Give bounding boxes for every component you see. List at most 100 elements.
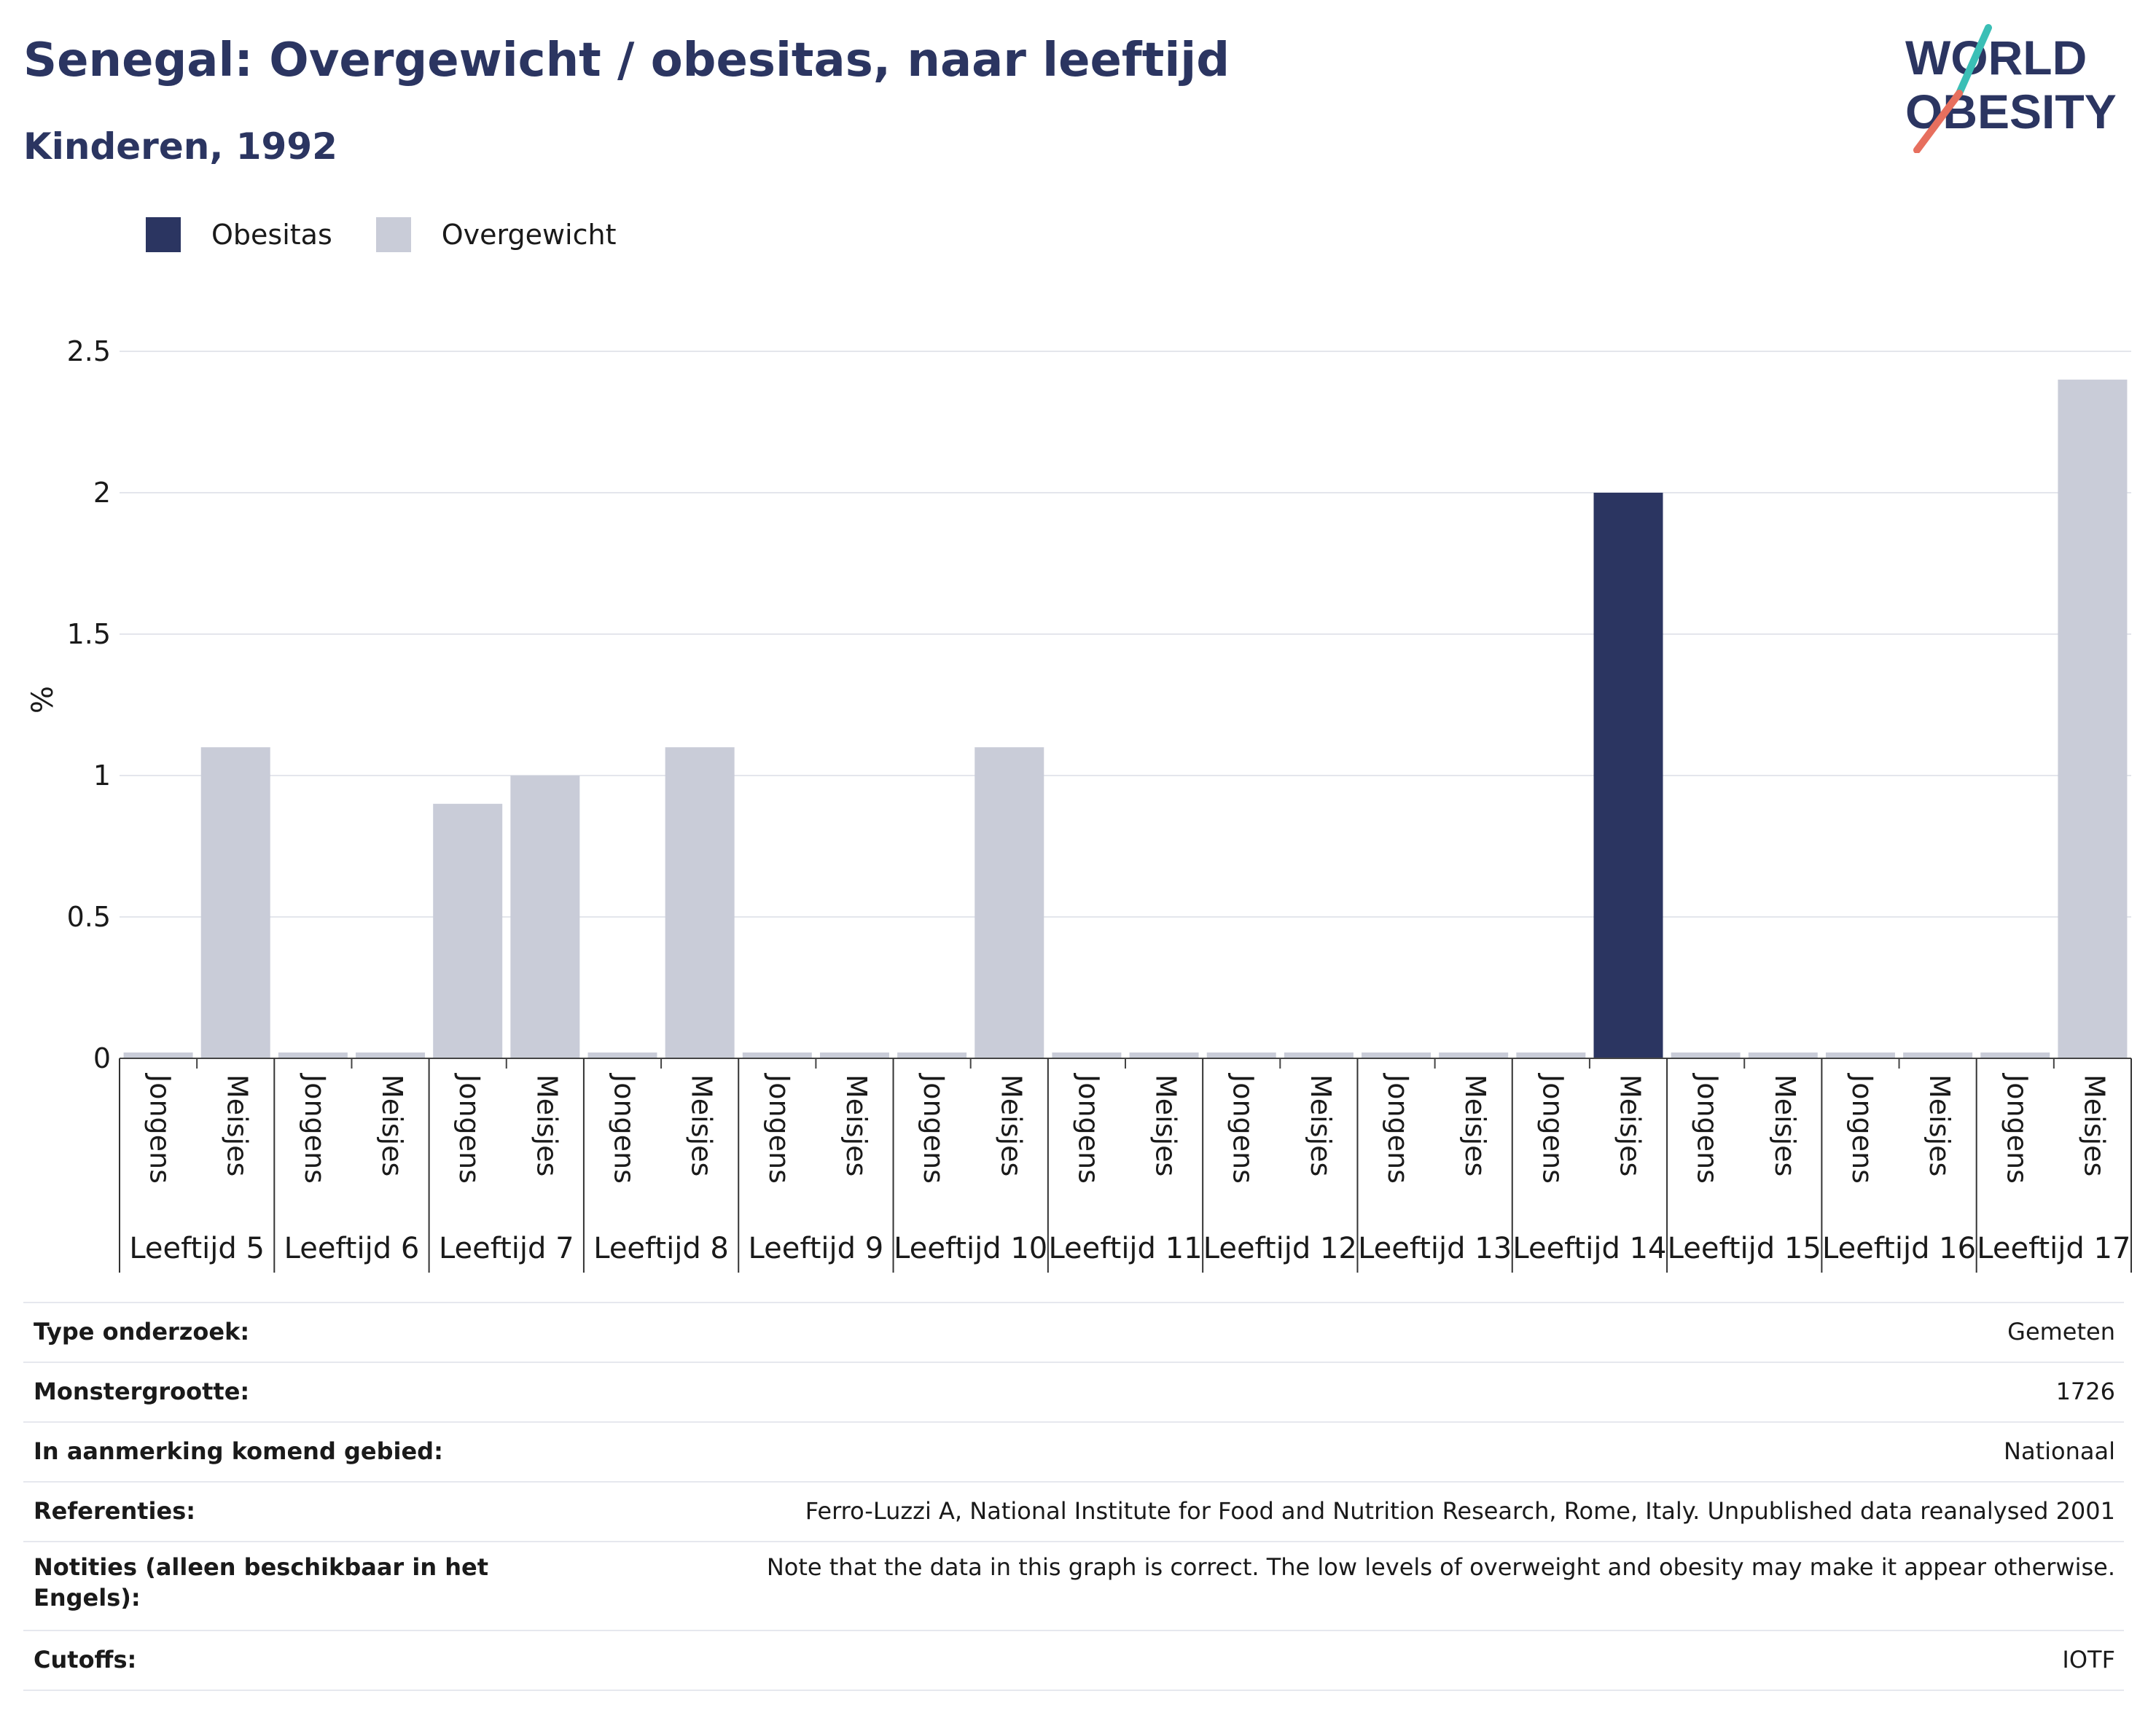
- info-row-sample: Monstergrootte: 1726: [23, 1362, 2124, 1421]
- info-value: Gemeten: [2007, 1318, 2115, 1346]
- chart-title: Senegal: Overgewicht / obesitas, naar le…: [23, 34, 1230, 87]
- info-key: Referenties:: [34, 1497, 196, 1526]
- bar-overgewicht: [510, 776, 580, 1058]
- info-value: 1726: [2055, 1378, 2115, 1406]
- info-row-type: Type onderzoek: Gemeten: [23, 1302, 2124, 1362]
- bar-zero: [1516, 1052, 1586, 1058]
- world-obesity-logo: WORLD OBESITY: [1905, 24, 2117, 153]
- x-subcategory-label: Meisjes: [1769, 1074, 1801, 1176]
- x-subcategory-label: Meisjes: [1150, 1074, 1182, 1176]
- y-tick-label: 2.5: [67, 335, 111, 367]
- x-group-label: Leeftijd 16: [1822, 1232, 1976, 1265]
- bar-zero: [1671, 1052, 1741, 1058]
- bar-zero: [123, 1052, 193, 1058]
- legend-label-obesitas: Obesitas: [211, 219, 332, 251]
- info-row-cutoffs: Cutoffs: IOTF: [23, 1630, 2124, 1691]
- x-subcategory-label: Meisjes: [1614, 1074, 1647, 1176]
- bar-overgewicht: [433, 803, 503, 1058]
- x-group-label: Leeftijd 13: [1358, 1232, 1512, 1265]
- bar-zero: [1980, 1052, 2050, 1058]
- x-group-label: Leeftijd 8: [593, 1232, 729, 1265]
- x-subcategory-label: Meisjes: [840, 1074, 872, 1176]
- bar-zero: [1439, 1052, 1509, 1058]
- bar-zero: [819, 1052, 889, 1058]
- x-subcategory-label: Meisjes: [2078, 1074, 2110, 1176]
- y-tick-label: 0: [93, 1042, 111, 1074]
- x-subcategory-label: Jongens: [918, 1073, 950, 1184]
- x-subcategory-label: Jongens: [609, 1073, 641, 1184]
- x-subcategory-label: Jongens: [763, 1073, 795, 1184]
- bar-zero: [897, 1052, 967, 1058]
- info-table: Type onderzoek: Gemeten Monstergrootte: …: [23, 1302, 2124, 1691]
- bar-zero: [1825, 1052, 1895, 1058]
- info-key: In aanmerking komend gebied:: [34, 1437, 443, 1466]
- info-value: Note that the data in this graph is corr…: [766, 1553, 2115, 1581]
- info-value: Nationaal: [2004, 1437, 2115, 1466]
- x-group-label: Leeftijd 12: [1203, 1232, 1357, 1265]
- x-group-label: Leeftijd 6: [284, 1232, 420, 1265]
- x-subcategory-label: Jongens: [1846, 1073, 1878, 1184]
- info-row-references: Referenties: Ferro-Luzzi A, National Ins…: [23, 1481, 2124, 1541]
- bar-zero: [1748, 1052, 1818, 1058]
- x-group-label: Leeftijd 7: [439, 1232, 574, 1265]
- x-subcategory-label: Meisjes: [531, 1074, 563, 1176]
- svg-text:WORLD: WORLD: [1905, 31, 2087, 85]
- x-group-label: Leeftijd 15: [1668, 1232, 1821, 1265]
- x-subcategory-label: Meisjes: [686, 1074, 718, 1176]
- svg-text:OBESITY: OBESITY: [1905, 85, 2117, 138]
- bar-overgewicht: [2058, 379, 2128, 1058]
- x-subcategory-label: Jongens: [1536, 1073, 1569, 1184]
- legend-swatch-obesitas: [146, 217, 181, 252]
- info-key: Cutoffs:: [34, 1646, 137, 1674]
- info-key: Type onderzoek:: [34, 1318, 250, 1346]
- x-subcategory-label: Jongens: [1072, 1073, 1104, 1184]
- x-group-label: Leeftijd 9: [749, 1232, 884, 1265]
- x-subcategory-label: Meisjes: [222, 1074, 254, 1176]
- bar-overgewicht: [975, 747, 1044, 1058]
- y-tick-label: 1: [93, 759, 111, 792]
- bar-zero: [1052, 1052, 1122, 1058]
- x-subcategory-label: Jongens: [453, 1073, 485, 1184]
- x-subcategory-label: Meisjes: [1305, 1074, 1337, 1176]
- x-subcategory-label: Jongens: [2001, 1073, 2033, 1184]
- x-subcategory-label: Meisjes: [1923, 1074, 1956, 1176]
- bar-zero: [1129, 1052, 1199, 1058]
- bar-obesitas: [1593, 493, 1663, 1058]
- info-value: Ferro-Luzzi A, National Institute for Fo…: [805, 1497, 2115, 1526]
- x-subcategory-label: Meisjes: [1459, 1074, 1491, 1176]
- bar-zero: [1206, 1052, 1276, 1058]
- y-tick-label: 0.5: [67, 901, 111, 933]
- legend-item-overgewicht[interactable]: Overgewicht: [375, 217, 617, 252]
- chart-legend: Obesitas Overgewicht: [146, 217, 660, 252]
- info-row-area: In aanmerking komend gebied: Nationaal: [23, 1421, 2124, 1481]
- x-subcategory-label: Jongens: [144, 1073, 176, 1184]
- x-subcategory-label: Jongens: [1692, 1073, 1724, 1184]
- info-row-notes: Notities (alleen beschikbaar in het Enge…: [23, 1541, 2124, 1630]
- legend-item-obesitas[interactable]: Obesitas: [146, 217, 332, 252]
- x-group-label: Leeftijd 5: [129, 1232, 265, 1265]
- bar-zero: [1903, 1052, 1973, 1058]
- x-subcategory-label: Jongens: [299, 1073, 331, 1184]
- bar-zero: [356, 1052, 426, 1058]
- y-axis-label: %: [26, 686, 60, 714]
- x-subcategory-label: Meisjes: [995, 1074, 1027, 1176]
- bar-chart: 0 0.5 1 1.5 2 2.5% Jongens Meisjes Leeftijd 5 Jon…: [26, 335, 2132, 1273]
- y-tick-label: 2: [93, 477, 111, 509]
- bar-zero: [278, 1052, 348, 1058]
- legend-label-overgewicht: Overgewicht: [441, 219, 617, 251]
- x-subcategory-label: Jongens: [1382, 1073, 1414, 1184]
- bar-zero: [1284, 1052, 1354, 1058]
- chart-subtitle: Kinderen, 1992: [23, 125, 337, 168]
- info-value: IOTF: [2062, 1646, 2115, 1674]
- x-group-label: Leeftijd 17: [1977, 1232, 2130, 1265]
- info-key: Monstergrootte:: [34, 1378, 250, 1406]
- y-tick-label: 1.5: [67, 618, 111, 650]
- bar-zero: [587, 1052, 657, 1058]
- legend-swatch-overgewicht: [375, 217, 411, 252]
- x-subcategory-label: Meisjes: [376, 1074, 408, 1176]
- bar-zero: [742, 1052, 812, 1058]
- bar-zero: [1362, 1052, 1432, 1058]
- x-group-label: Leeftijd 11: [1048, 1232, 1202, 1265]
- bar-overgewicht: [200, 747, 270, 1058]
- x-group-label: Leeftijd 10: [894, 1232, 1047, 1265]
